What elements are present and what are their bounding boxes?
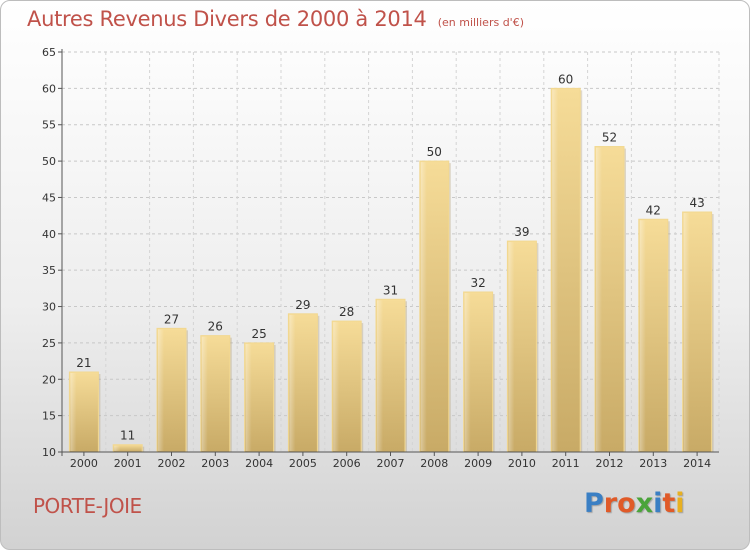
title-row: Autres Revenus Divers de 2000 à 2014 (en… xyxy=(27,7,524,31)
y-tick-label: 35 xyxy=(42,264,56,277)
x-tick-label: 2000 xyxy=(70,457,98,470)
chart-subtitle: (en milliers d'€) xyxy=(437,16,524,29)
chart-title: Autres Revenus Divers de 2000 à 2014 xyxy=(27,7,427,31)
x-tick-label: 2013 xyxy=(639,457,667,470)
bar-highlight xyxy=(464,293,471,451)
value-label: 32 xyxy=(470,276,485,290)
logo-letter: r xyxy=(603,488,618,519)
x-tick-label: 2008 xyxy=(420,457,448,470)
y-tick-label: 55 xyxy=(42,119,56,132)
value-label: 39 xyxy=(514,225,529,239)
value-label: 26 xyxy=(208,320,223,334)
y-tick-label: 30 xyxy=(42,301,56,314)
logo-letter: i xyxy=(653,488,663,519)
y-tick-label: 45 xyxy=(42,191,56,204)
axes: 10 15 20 25 30 35 40 45 50 55 60 65 2000 2001 2002 2003… xyxy=(42,46,719,470)
logo-letter: x xyxy=(635,488,654,519)
y-tick-label: 25 xyxy=(42,337,56,350)
y-tick-label: 50 xyxy=(42,155,56,168)
bar-highlight xyxy=(639,220,646,451)
y-tick-label: 40 xyxy=(42,228,56,241)
y-tick-label: 20 xyxy=(42,373,56,386)
logo-letter: o xyxy=(617,488,636,519)
x-tick-label: 2002 xyxy=(158,457,186,470)
logo-letter: t xyxy=(662,488,676,519)
x-tick-label: 2001 xyxy=(114,457,142,470)
bar-highlight xyxy=(245,343,252,451)
bar-highlight xyxy=(289,314,296,451)
value-label: 27 xyxy=(164,312,179,326)
logo-letter: i xyxy=(675,488,685,519)
value-label: 29 xyxy=(295,298,310,312)
x-tick-label: 2005 xyxy=(289,457,317,470)
bar-highlight xyxy=(508,242,515,451)
proxiti-logo: Proxiti xyxy=(584,488,685,519)
x-tick-label: 2004 xyxy=(245,457,273,470)
bar-highlight xyxy=(596,147,602,451)
bar-highlight xyxy=(114,445,121,451)
bar-highlight xyxy=(201,336,208,451)
value-label: 21 xyxy=(76,356,91,370)
x-tick-label: 2010 xyxy=(508,457,536,470)
bar-highlight xyxy=(333,322,340,451)
value-label: 28 xyxy=(339,305,354,319)
bar-highlight xyxy=(683,213,690,451)
bar-highlight xyxy=(377,300,383,451)
bar-highlight xyxy=(552,89,559,451)
y-tick-label: 60 xyxy=(42,82,56,95)
x-tick-label: 2003 xyxy=(201,457,229,470)
bars: 21 11 27 26 25 29 28 31 50 32 39 60 52 42 43 xyxy=(68,72,714,453)
y-tick-label: 65 xyxy=(42,46,56,59)
x-tick-label: 2014 xyxy=(683,457,711,470)
x-tick-label: 2011 xyxy=(552,457,580,470)
value-label: 50 xyxy=(427,145,442,159)
x-tick-label: 2006 xyxy=(333,457,361,470)
value-label: 25 xyxy=(251,327,266,341)
logo-letter: P xyxy=(584,488,604,519)
bar-highlight xyxy=(420,162,427,451)
x-tick-label: 2007 xyxy=(377,457,405,470)
value-label: 11 xyxy=(120,429,135,443)
bar-highlight xyxy=(70,373,77,451)
place-name: PORTE-JOIE xyxy=(33,494,142,518)
value-label: 60 xyxy=(558,72,573,86)
y-tick-label: 10 xyxy=(42,446,56,459)
x-tick-label: 2012 xyxy=(596,457,624,470)
x-tick-label: 2009 xyxy=(464,457,492,470)
value-label: 52 xyxy=(602,131,617,145)
bar-highlight xyxy=(158,329,164,451)
value-label: 31 xyxy=(383,283,398,297)
value-label: 43 xyxy=(689,196,704,210)
y-tick-label: 15 xyxy=(42,410,56,423)
value-label: 42 xyxy=(646,203,661,217)
